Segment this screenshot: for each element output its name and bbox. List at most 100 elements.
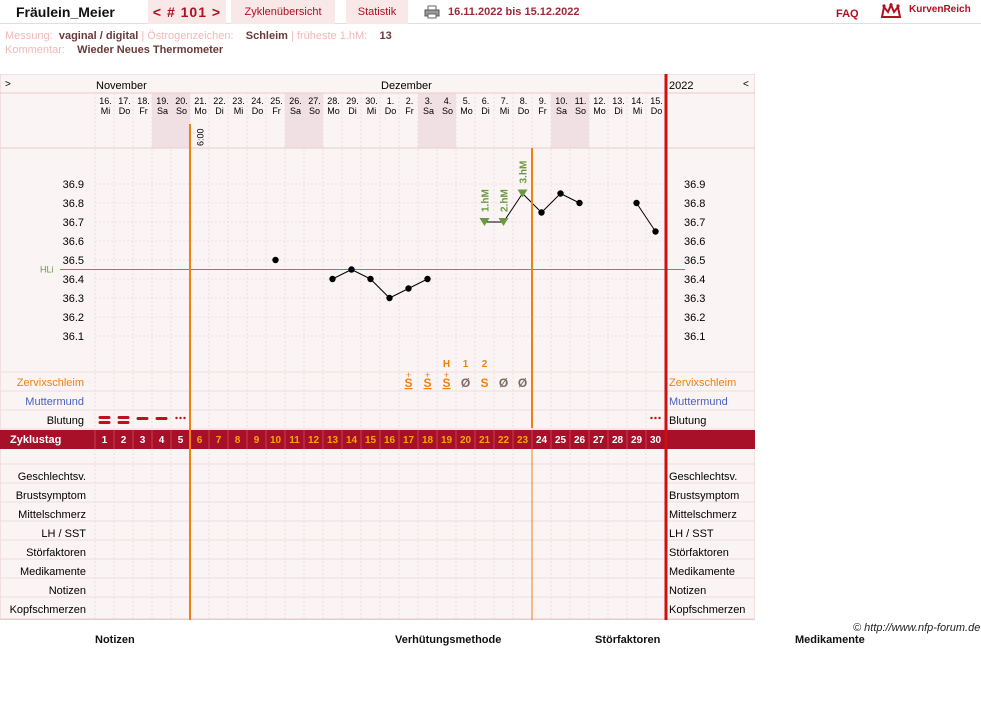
- temperature-line: [370, 278, 390, 299]
- bleeding-mark: [155, 417, 168, 420]
- cycle-day-number: 12: [308, 435, 320, 446]
- row-label-extra-right: Mittelschmerz: [669, 509, 737, 521]
- temperature-line: [503, 193, 523, 223]
- cycle-day-number: 19: [441, 435, 453, 446]
- weekday-label: Mi: [633, 106, 643, 116]
- cycle-day-number: 27: [593, 435, 605, 446]
- copyright[interactable]: © http://www.nfp-forum.de: [853, 622, 981, 634]
- cycle-day-number: 23: [517, 435, 529, 446]
- weekday-label: Sa: [157, 106, 168, 116]
- row-label-muttermund-right: Muttermund: [669, 396, 728, 408]
- weekday-label: Di: [481, 106, 490, 116]
- date-label: 24.: [251, 96, 264, 106]
- cycle-nav-tab[interactable]: < # 101 >: [148, 0, 226, 24]
- measurement-label: Messung:: [5, 30, 53, 42]
- row-label-extra-right: Störfaktoren: [669, 547, 729, 559]
- date-label: 17.: [118, 96, 131, 106]
- cycle-day-number: 25: [555, 435, 567, 446]
- date-label: 6.: [482, 96, 490, 106]
- y-tick-label-right: 36.3: [684, 293, 705, 305]
- temperature-point: [557, 190, 564, 197]
- y-tick-label-left: 36.2: [63, 312, 84, 324]
- comment-value: Wieder Neues Thermometer: [77, 44, 224, 56]
- mucus-peak-marker: 1: [463, 359, 469, 370]
- weekday-label: Fr: [538, 106, 547, 116]
- row-label-extra-right: Medikamente: [669, 566, 735, 578]
- bleeding-mark: [136, 417, 149, 420]
- weekday-label: Mo: [194, 106, 207, 116]
- y-tick-label-left: 36.5: [63, 255, 84, 267]
- date-label: 2.: [406, 96, 414, 106]
- date-label: 25.: [270, 96, 283, 106]
- spotting-mark: [175, 416, 178, 420]
- bleeding-mark: [98, 421, 111, 424]
- cycle-chart-svg: > <November Dezember 202216.Mi17.Do18.Fr19.…: [0, 74, 755, 620]
- cycle-day-number: 5: [178, 435, 184, 446]
- cycle-day-number: 21: [479, 435, 491, 446]
- y-tick-label-right: 36.9: [684, 179, 705, 191]
- estrogen-value: Schleim: [245, 30, 288, 42]
- weekday-label: Mi: [367, 106, 377, 116]
- faq-link[interactable]: FAQ: [836, 8, 859, 20]
- date-label: 3.: [425, 96, 433, 106]
- row-label-extra: Kopfschmerzen: [10, 604, 86, 616]
- row-label-extra-right: Brustsymptom: [669, 490, 739, 502]
- coverline-label: HLi: [40, 265, 54, 275]
- cycle-day-number: 30: [650, 435, 662, 446]
- user-name: Fräulein_Meier: [16, 4, 115, 20]
- date-label: 14.: [631, 96, 644, 106]
- row-label-extra: LH / SST: [41, 528, 86, 540]
- month-label: Dezember: [381, 80, 432, 92]
- weekday-label: So: [176, 106, 187, 116]
- tab-statistics[interactable]: Statistik: [346, 0, 408, 24]
- row-label-extra: Brustsymptom: [16, 490, 86, 502]
- row-label-muttermund: Muttermund: [25, 396, 84, 408]
- temperature-point: [652, 228, 659, 235]
- bleeding-mark: [117, 421, 130, 424]
- cycle-day-number: 2: [121, 435, 127, 446]
- temperature-point: [538, 209, 545, 216]
- y-tick-label-left: 36.6: [63, 236, 84, 248]
- cycle-day-number: 15: [365, 435, 377, 446]
- date-label: 16.: [99, 96, 112, 106]
- weekday-label: Fr: [405, 106, 414, 116]
- row-label-extra: Notizen: [49, 585, 86, 597]
- kurvenreich-logo[interactable]: KurvenReich: [880, 2, 980, 22]
- cycle-day-number: 11: [289, 435, 300, 446]
- earliest-value: 13: [379, 30, 392, 42]
- temperature-line: [332, 269, 352, 280]
- weekday-label: So: [309, 106, 320, 116]
- temperature-line: [389, 288, 409, 299]
- cycle-day-number: 24: [536, 435, 548, 446]
- date-label: 20.: [175, 96, 188, 106]
- spotting-mark: [650, 416, 653, 420]
- mucus-symbol: Ø: [461, 376, 470, 390]
- row-label-extra: Störfaktoren: [26, 547, 86, 559]
- date-label: 22.: [213, 96, 226, 106]
- spotting-mark: [654, 416, 657, 420]
- nav-next-cycle[interactable]: <: [743, 79, 749, 90]
- temperature-point: [386, 294, 393, 302]
- temperature-point: [367, 275, 374, 283]
- chart-background: [0, 74, 755, 620]
- tab-cycle-overview[interactable]: Zyklenübersicht: [231, 0, 335, 24]
- nav-previous-cycle[interactable]: >: [5, 79, 11, 90]
- y-tick-label-left: 36.9: [63, 179, 84, 191]
- weekday-label: Sa: [290, 106, 301, 116]
- zyklustag-label: Zyklustag: [10, 434, 61, 446]
- mucus-symbol: S: [404, 376, 412, 390]
- mucus-symbol: Ø: [499, 376, 508, 390]
- date-label: 1.: [387, 96, 395, 106]
- weekday-label: Mo: [460, 106, 473, 116]
- date-label: 19.: [156, 96, 169, 106]
- mucus-plus: +: [444, 370, 449, 380]
- weekend-shade: [152, 93, 171, 148]
- weekday-label: Do: [385, 106, 397, 116]
- print-icon[interactable]: [424, 5, 440, 19]
- weekend-shade: [285, 93, 304, 148]
- weekday-label: Do: [518, 106, 530, 116]
- cycle-day-number: 8: [235, 435, 241, 446]
- temperature-point: [272, 256, 279, 264]
- temperature-point: [405, 285, 412, 292]
- temperature-point: [424, 275, 431, 283]
